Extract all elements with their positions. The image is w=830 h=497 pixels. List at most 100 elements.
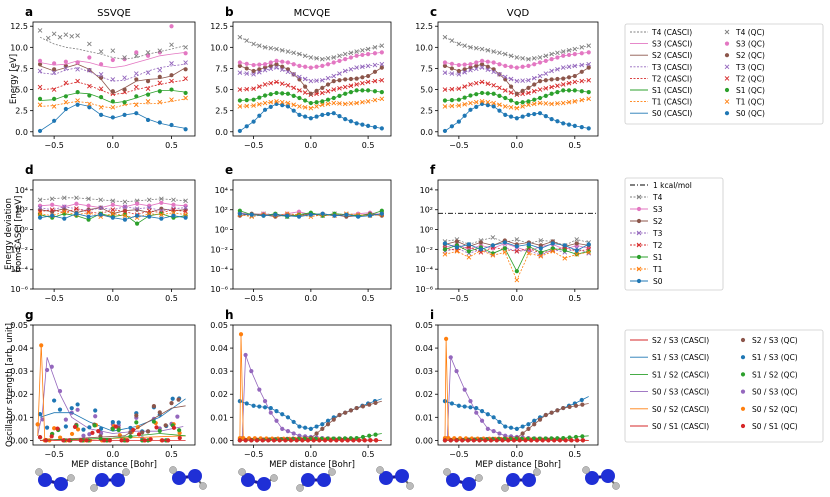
qc-point-S0 [379, 126, 384, 131]
deviation-point-S2 [538, 243, 543, 248]
legend-label-1-kcal/mol: 1 kcal/mol [653, 181, 692, 190]
qc-point-T4 [319, 56, 325, 62]
deviation-point-T4 [574, 237, 580, 242]
qc-point-T1 [98, 104, 104, 110]
qc-point-T2 [572, 79, 578, 85]
qc-point-T1 [348, 101, 354, 106]
osc-point-S2-S3 [157, 410, 162, 415]
qc-point-S0 [87, 105, 92, 110]
qc-point-S0 [303, 114, 308, 119]
qc-point-S1 [586, 89, 591, 95]
legend-osc-swatch-qc [740, 406, 746, 411]
qc-point-T4 [133, 53, 139, 59]
legend-label-T3: T3 [652, 229, 663, 238]
qc-point-S1 [456, 97, 461, 102]
qc-point-S3 [262, 62, 268, 67]
hydrogen-atom [328, 468, 336, 476]
qc-point-S3 [314, 64, 319, 69]
legend-label-qc-T4: T4 (QC) [735, 28, 765, 37]
osc-point-S0-S2 [69, 431, 75, 437]
qc-point-T1 [145, 99, 151, 104]
osc-point-S0-S1 [119, 438, 124, 443]
osc-point-S0-S3 [497, 431, 502, 436]
osc-point-S0-S1 [351, 438, 356, 443]
hydrogen-atom [270, 474, 278, 482]
x-tick-label: 0.5 [165, 294, 178, 303]
qc-point-T2 [262, 82, 268, 87]
qc-point-T3 [485, 67, 491, 73]
qc-point-S0 [503, 112, 508, 117]
osc-point-S1-S2 [92, 423, 97, 428]
osc-point-S0-S2 [35, 422, 40, 427]
qc-point-T3 [442, 70, 448, 75]
qc-point-S2 [579, 69, 584, 74]
y-tick-label: 7.5 [420, 64, 433, 73]
plot-frame [232, 21, 392, 137]
qc-point-T2 [531, 88, 537, 94]
legend-osc-swatch-qc [740, 423, 746, 429]
qc-point-T1 [560, 100, 566, 106]
qc-point-S2 [314, 88, 319, 93]
osc-point-S0-S3 [262, 399, 268, 404]
osc-point-S2-S3 [337, 412, 342, 418]
qc-point-S2 [572, 73, 577, 79]
deviation-point-S3 [171, 202, 176, 207]
plot-frame [437, 324, 599, 446]
qc-point-S0 [110, 115, 115, 120]
osc-point-S0-S1 [477, 438, 482, 443]
osc-point-S0-S1 [311, 438, 316, 443]
qc-point-T4 [325, 55, 331, 61]
qc-point-S1 [52, 96, 57, 101]
qc-point-S1 [343, 91, 348, 96]
osc-point-S0-S1 [362, 438, 367, 443]
qc-point-S2 [354, 76, 359, 81]
qc-point-S1 [320, 99, 325, 104]
y-axis-label-deviation-line2: from CASCI [meV] [14, 196, 24, 273]
deviation-point-S0 [367, 213, 373, 218]
deviation-point-S0 [183, 215, 188, 220]
x-tick-label: 0.5 [362, 294, 375, 303]
osc-line-S1-S3 [444, 396, 589, 430]
osc-point-S1-S2 [373, 432, 378, 437]
plot-frame [437, 21, 599, 137]
legend-label-casci-T1: T1 (CASCI) [651, 98, 692, 107]
y-tick-label: 2.5 [215, 107, 228, 116]
deviation-point-T3 [86, 208, 91, 214]
osc-point-S0-S1 [488, 438, 494, 443]
osc-line-S1-S3 [239, 398, 382, 430]
y-tick-label: 10⁰ [215, 226, 228, 235]
qc-point-S0 [169, 122, 174, 128]
casci-line-T1 [39, 98, 186, 109]
osc-point-S1-S3 [244, 401, 249, 406]
qc-point-T3 [468, 67, 473, 73]
y-tick-label: 0.0 [15, 128, 28, 137]
qc-point-S1 [491, 91, 496, 96]
osc-point-S1-S3 [485, 412, 490, 417]
deviation-point-S0 [442, 241, 448, 246]
legend-osc-label-casci: S2 / S3 (CASCI) [652, 336, 709, 345]
qc-point-T3 [354, 65, 359, 70]
qc-point-S0 [572, 123, 577, 128]
deviation-point-S0 [454, 245, 460, 250]
qc-point-T1 [526, 102, 531, 108]
panel-title: MCVQE [294, 8, 331, 19]
y-tick-label: 10⁴ [215, 186, 228, 195]
qc-point-T1 [308, 105, 314, 111]
qc-point-T3 [502, 74, 508, 80]
qc-point-S0 [514, 116, 519, 121]
osc-point-S1-S2 [573, 434, 579, 440]
qc-point-T4 [572, 46, 578, 52]
osc-point-S0-S3 [63, 417, 68, 422]
deviation-point-T4 [183, 198, 188, 204]
osc-point-S0-S3 [474, 410, 479, 415]
nitrogen-atom [506, 473, 520, 487]
qc-point-T2 [251, 86, 256, 92]
osc-point-S0-S1 [107, 438, 113, 443]
qc-point-S3 [75, 60, 80, 65]
x-tick-label: 0.0 [304, 294, 317, 303]
qc-point-T4 [342, 51, 348, 57]
deviation-point-T1 [442, 251, 448, 257]
qc-point-T4 [262, 45, 268, 50]
qc-point-T4 [549, 51, 554, 57]
nitrogen-atom [188, 469, 202, 483]
